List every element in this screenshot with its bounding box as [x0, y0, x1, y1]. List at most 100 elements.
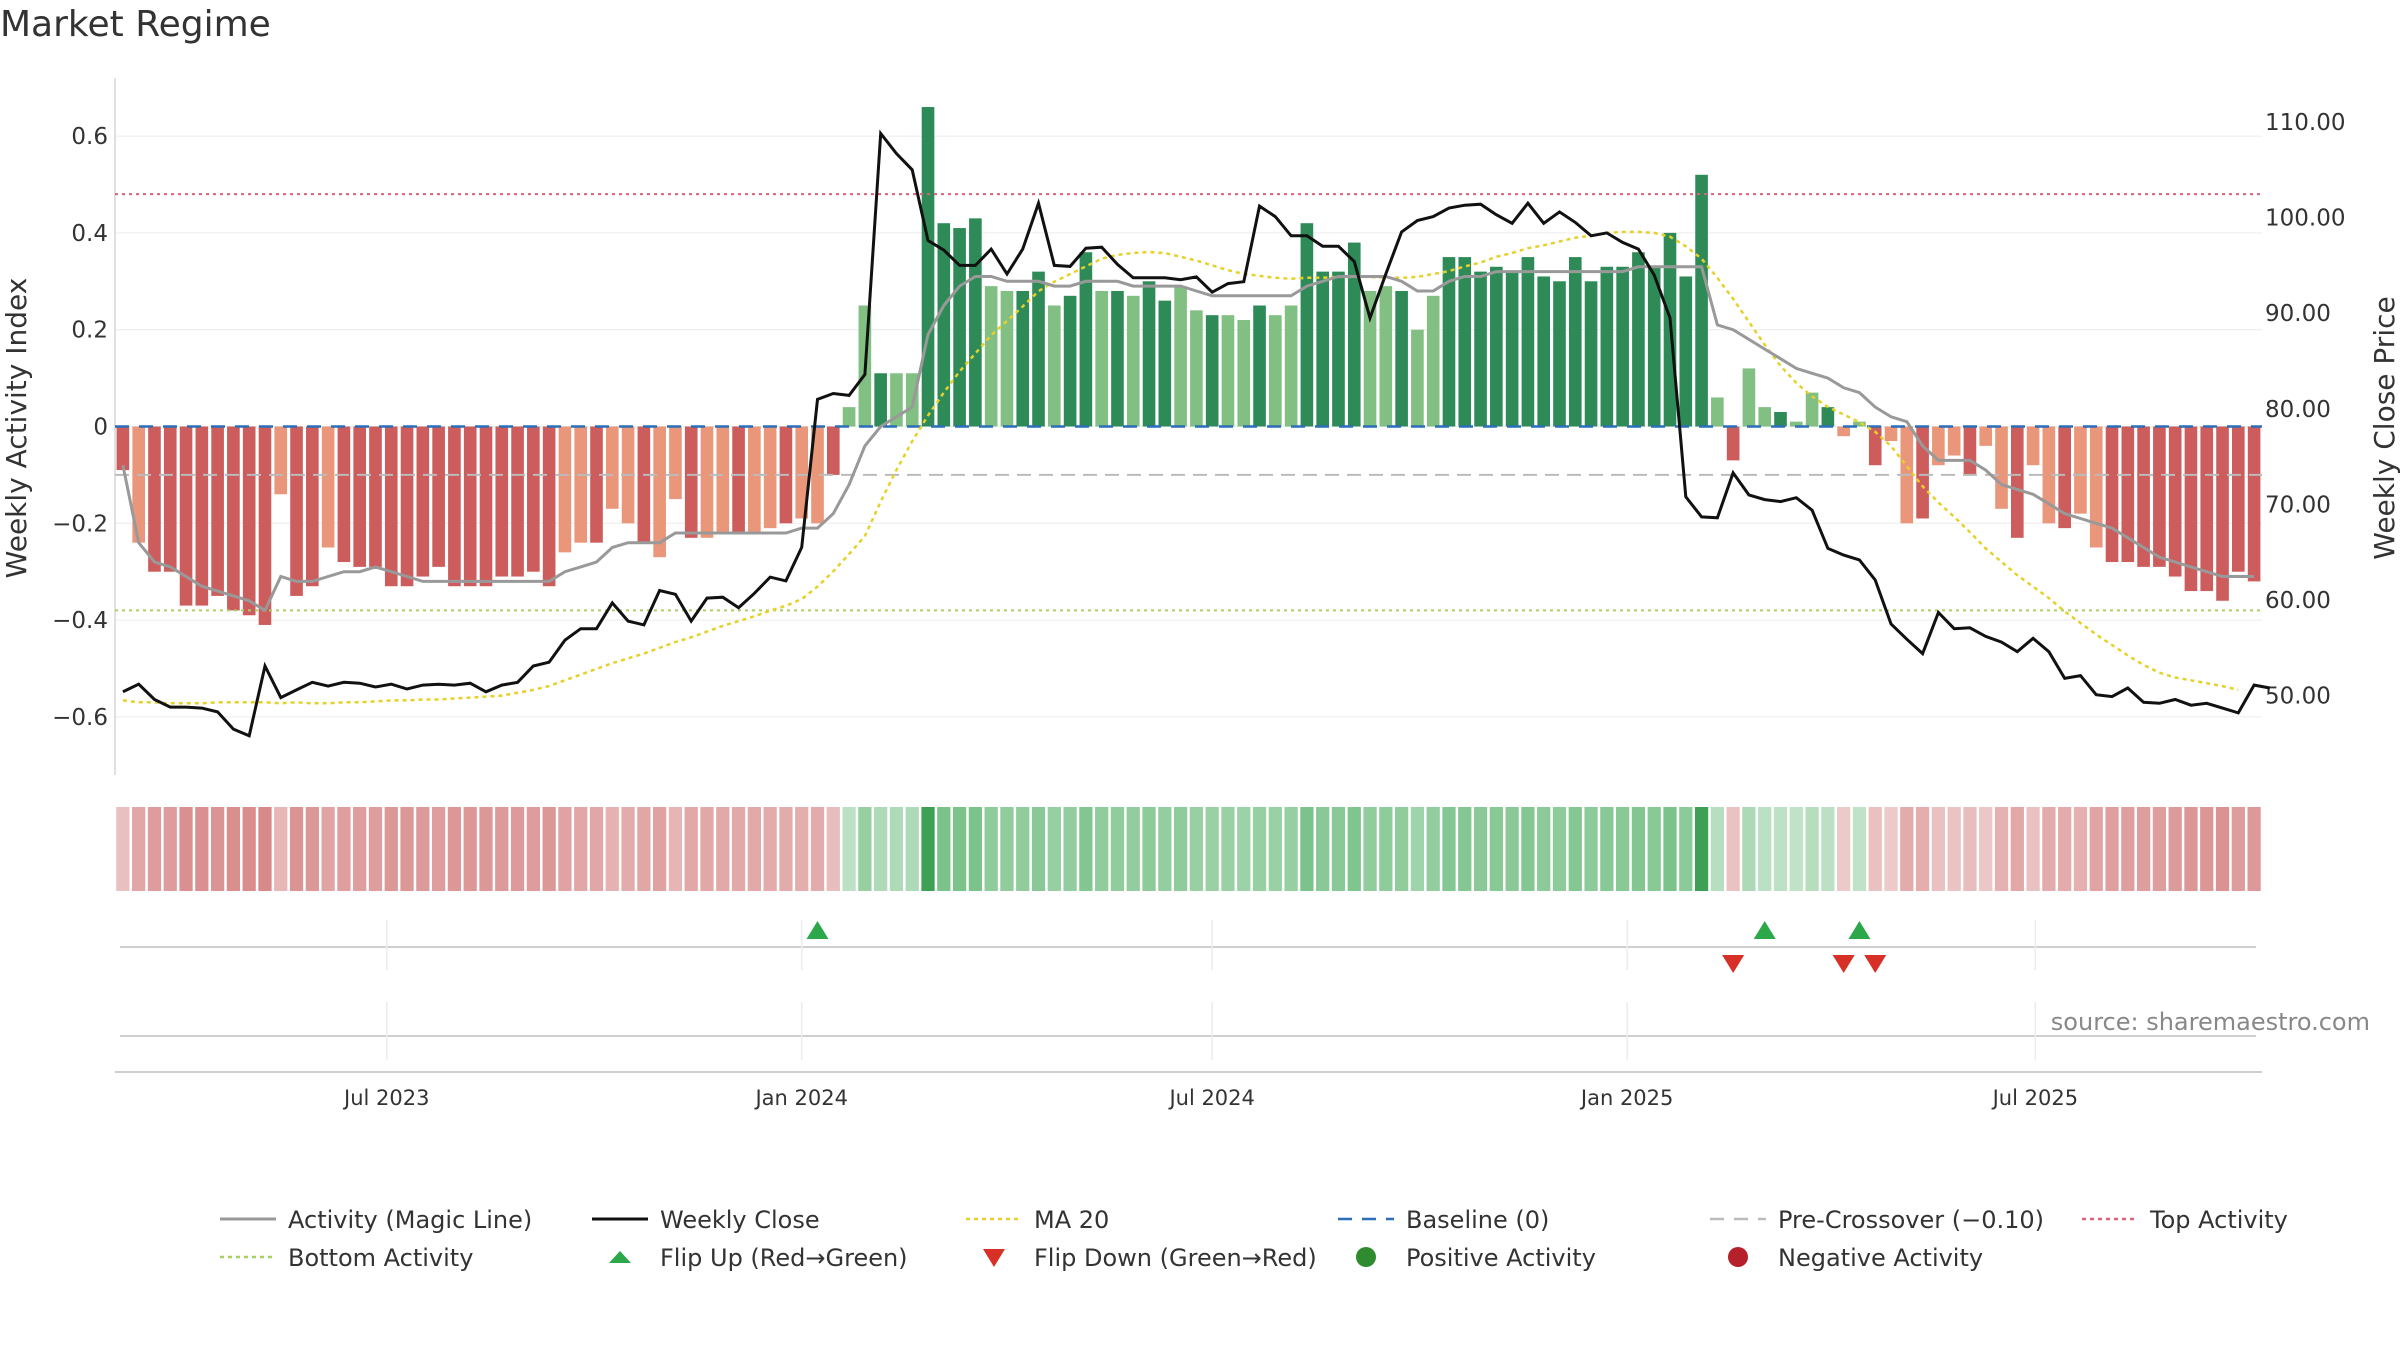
legend-item: MA 20: [966, 1206, 1109, 1234]
activity-bar: [353, 426, 367, 567]
activity-bar: [2137, 426, 2150, 567]
regime-strip-cell: [1505, 807, 1519, 891]
activity-bar: [400, 426, 414, 587]
regime-strip-cell: [1884, 807, 1898, 891]
activity-bar: [669, 426, 682, 500]
regime-strip-cell: [1000, 807, 1014, 891]
activity-bar: [195, 426, 209, 606]
regime-strip-cell: [1442, 807, 1456, 891]
activity-bar: [1063, 295, 1077, 427]
activity-bar: [1979, 426, 1993, 446]
activity-bar: [1742, 368, 1756, 427]
regime-strip-cell: [2215, 807, 2230, 891]
regime-strip-cell: [542, 807, 556, 891]
activity-bar: [937, 223, 951, 427]
legend-item: Positive Activity: [1338, 1244, 1596, 1272]
legend-dotted-icon: [966, 1217, 1022, 1221]
activity-bar: [511, 426, 524, 577]
regime-strip-cell: [795, 807, 809, 891]
activity-bar: [258, 426, 272, 625]
regime-strip-cell: [558, 807, 572, 891]
regime-strip-cell: [1679, 807, 1693, 891]
regime-strip-cell: [1221, 807, 1235, 891]
activity-bar: [211, 426, 224, 596]
regime-strip-cell: [384, 807, 398, 891]
regime-strip-cell: [1205, 807, 1219, 891]
regime-strip-cell: [289, 807, 304, 891]
regime-strip-cell: [952, 807, 967, 891]
weekly-close-line: [122, 129, 2271, 738]
regime-strip-cell: [210, 807, 225, 891]
activity-bar: [1584, 281, 1598, 427]
legend-dotted-icon: [220, 1255, 276, 1259]
activity-bar: [1363, 290, 1377, 427]
regime-strip-cell: [463, 807, 477, 891]
activity-bar: [1095, 290, 1108, 427]
magic-line: [121, 265, 2255, 613]
legend-label: Top Activity: [2150, 1206, 2288, 1234]
regime-strip-cell: [1726, 807, 1740, 891]
activity-bar: [337, 426, 351, 563]
activity-bar: [448, 426, 461, 587]
regime-strip-cell: [2121, 807, 2135, 891]
activity-bar: [1174, 286, 1187, 427]
regime-strip-cell: [526, 807, 540, 891]
regime-strip-cell: [132, 807, 146, 891]
flip-up-marker: [806, 921, 829, 939]
regime-strip-cell: [1773, 807, 1788, 891]
legend-item: Weekly Close: [592, 1206, 820, 1234]
regime-strip-cell: [1837, 807, 1851, 891]
regime-strip-cell: [416, 807, 430, 891]
regime-strip-cell: [1426, 807, 1440, 891]
regime-strip-cell: [2105, 807, 2119, 891]
activity-bar: [1126, 295, 1140, 427]
activity-bar: [1474, 271, 1487, 427]
activity-bar: [1237, 320, 1251, 427]
regime-strip-cell: [858, 807, 872, 891]
regime-strip-cell: [1016, 807, 1030, 891]
regime-strip-cell: [1710, 807, 1724, 891]
regime-strip-cell: [1458, 807, 1472, 891]
flip-down-marker: [1722, 955, 1745, 973]
regime-strip-cell: [1584, 807, 1598, 891]
regime-strip-cell: [921, 807, 935, 891]
activity-bar: [2010, 426, 2024, 538]
activity-bar: [2105, 426, 2119, 563]
activity-bar: [369, 426, 382, 567]
regime-strip-cell: [1915, 807, 1930, 891]
regime-strip-cell: [1379, 807, 1393, 891]
legend-circle-icon: [1728, 1247, 1748, 1267]
regime-strip-cell: [731, 807, 746, 891]
regime-strip-cell: [1473, 807, 1488, 891]
legend-label: Weekly Close: [660, 1206, 820, 1234]
activity-bar: [495, 426, 509, 577]
legend-item: Bottom Activity: [220, 1244, 473, 1272]
activity-bar: [227, 426, 240, 611]
regime-strip-cell: [2231, 807, 2245, 891]
regime-strip-cell: [1126, 807, 1140, 891]
activity-bar: [1426, 295, 1440, 427]
y2-tick-label: 80.00: [2265, 397, 2331, 423]
regime-strip-cell: [621, 807, 635, 891]
ma20-line: [122, 230, 2239, 705]
activity-bar: [1995, 426, 2008, 509]
activity-bar: [921, 107, 935, 427]
regime-strip-cell: [589, 807, 604, 891]
regime-strip-cell: [1694, 807, 1709, 891]
regime-strip-cell: [810, 807, 825, 891]
legend-label: Flip Up (Red→Green): [660, 1244, 908, 1272]
y-tick-label: −0.6: [52, 705, 108, 731]
activity-bar: [1300, 223, 1314, 427]
activity-bar: [653, 426, 666, 558]
activity-bar: [1284, 305, 1298, 427]
activity-bar: [274, 426, 288, 495]
regime-strip-cell: [1110, 807, 1125, 891]
regime-strip-cell: [1142, 807, 1156, 891]
regime-strip-cell: [1268, 807, 1282, 891]
y2-tick-label: 90.00: [2265, 301, 2331, 327]
regime-strip-cell: [1173, 807, 1188, 891]
legend-item: Baseline (0): [1338, 1206, 1549, 1234]
regime-strip-cell: [2168, 807, 2182, 891]
legend-circle-icon: [1356, 1247, 1376, 1267]
